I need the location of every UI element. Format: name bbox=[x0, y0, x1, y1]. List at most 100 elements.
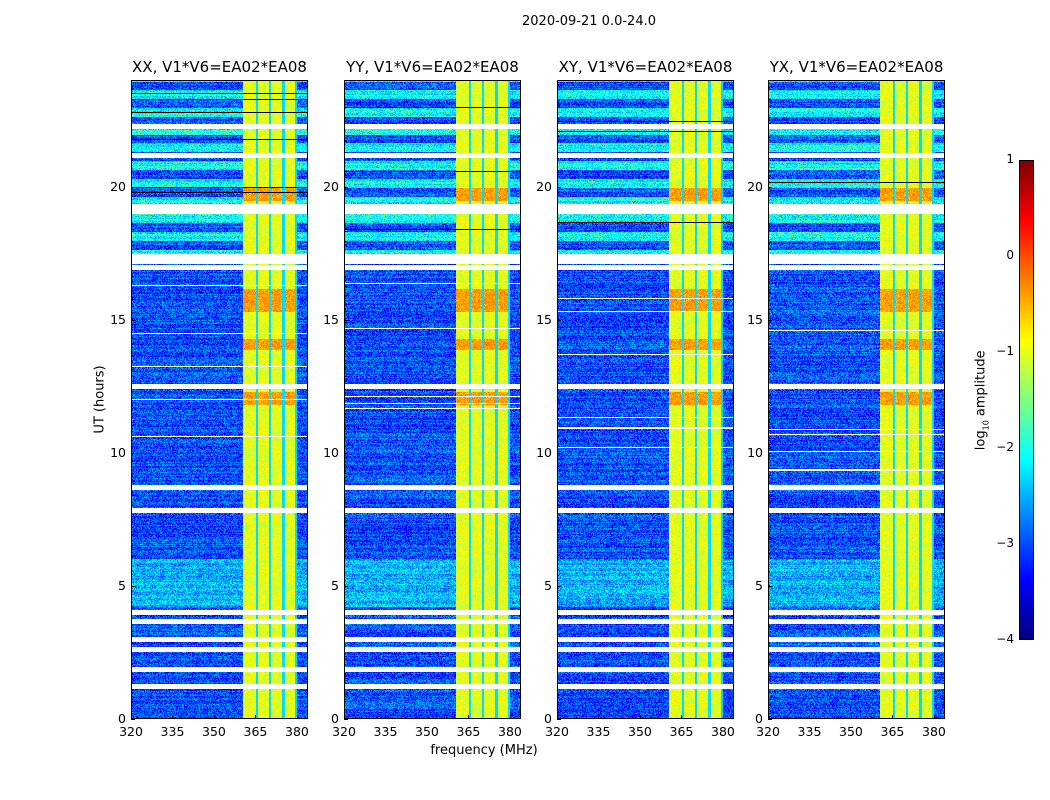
x-tick-label: 365 bbox=[243, 724, 268, 739]
y-tick-mark bbox=[344, 452, 348, 454]
colorbar-tick-label: −3 bbox=[996, 536, 1014, 550]
panel-title: XY, V1*V6=EA02*EA08 bbox=[558, 58, 733, 76]
colorbar-tick-label: 0 bbox=[1006, 248, 1014, 262]
y-tick-label: 15 bbox=[536, 311, 552, 327]
colorbar bbox=[1019, 160, 1034, 640]
x-tick-mark bbox=[385, 715, 387, 719]
panel-title: YY, V1*V6=EA02*EA08 bbox=[346, 58, 519, 76]
x-tick-label: 350 bbox=[202, 724, 226, 739]
x-tick-mark bbox=[509, 715, 511, 719]
y-tick-label: 15 bbox=[747, 311, 763, 327]
y-tick-mark bbox=[557, 452, 561, 454]
x-tick-mark bbox=[681, 715, 683, 719]
x-tick-label: 365 bbox=[669, 724, 694, 739]
x-tick-label: 335 bbox=[373, 724, 398, 739]
spectrogram-image bbox=[345, 81, 520, 718]
y-tick-mark bbox=[131, 452, 135, 454]
x-tick-label: 350 bbox=[415, 724, 439, 739]
x-tick-label: 380 bbox=[922, 724, 946, 739]
y-tick-label: 20 bbox=[323, 178, 339, 194]
y-tick-mark bbox=[557, 585, 561, 587]
x-tick-mark bbox=[344, 715, 345, 719]
y-tick-mark bbox=[768, 186, 772, 188]
y-tick-mark bbox=[557, 186, 561, 188]
x-tick-mark bbox=[722, 715, 724, 719]
x-tick-label: 335 bbox=[797, 724, 822, 739]
colorbar-tick-label: 1 bbox=[1006, 152, 1014, 166]
y-tick-mark bbox=[344, 186, 348, 188]
y-tick-mark bbox=[344, 319, 348, 321]
y-tick-label: 0 bbox=[118, 711, 126, 726]
y-axis-label: UT (hours) bbox=[92, 365, 108, 434]
y-tick-label: 10 bbox=[323, 444, 339, 460]
spectrogram-image bbox=[769, 81, 944, 718]
y-tick-label: 5 bbox=[118, 577, 126, 593]
y-tick-mark bbox=[131, 719, 135, 720]
x-tick-mark bbox=[172, 715, 174, 719]
y-tick-mark bbox=[131, 585, 135, 587]
x-tick-mark bbox=[468, 715, 470, 719]
y-tick-label: 20 bbox=[110, 178, 126, 194]
x-tick-mark bbox=[557, 715, 558, 719]
x-tick-label: 335 bbox=[160, 724, 185, 739]
panel-title: YX, V1*V6=EA02*EA08 bbox=[769, 58, 944, 76]
y-tick-label: 0 bbox=[544, 711, 552, 726]
y-tick-mark bbox=[344, 585, 348, 587]
panel-title: XX, V1*V6=EA02*EA08 bbox=[132, 58, 307, 76]
spectrogram-panel bbox=[768, 80, 945, 719]
x-tick-mark bbox=[933, 715, 935, 719]
y-tick-mark bbox=[344, 719, 348, 720]
y-tick-mark bbox=[131, 319, 135, 321]
x-tick-label: 320 bbox=[332, 724, 356, 739]
x-tick-mark bbox=[892, 715, 894, 719]
x-tick-label: 320 bbox=[756, 724, 780, 739]
y-tick-mark bbox=[557, 319, 561, 321]
figure-title: 2020-09-21 0.0-24.0 bbox=[522, 14, 656, 29]
y-tick-mark bbox=[768, 585, 772, 587]
spectrogram-panel bbox=[344, 80, 521, 719]
x-tick-mark bbox=[598, 715, 600, 719]
spectrogram-image bbox=[558, 81, 733, 718]
x-tick-mark bbox=[213, 715, 215, 719]
spectrogram-image bbox=[132, 81, 307, 718]
x-tick-label: 320 bbox=[545, 724, 569, 739]
x-tick-label: 380 bbox=[285, 724, 309, 739]
x-tick-mark bbox=[255, 715, 257, 719]
y-tick-label: 10 bbox=[110, 444, 126, 460]
y-tick-label: 5 bbox=[755, 577, 763, 593]
y-tick-label: 5 bbox=[544, 577, 552, 593]
x-tick-label: 350 bbox=[839, 724, 863, 739]
x-tick-mark bbox=[426, 715, 428, 719]
y-tick-label: 0 bbox=[755, 711, 763, 726]
y-tick-mark bbox=[768, 452, 772, 454]
x-tick-label: 320 bbox=[119, 724, 143, 739]
x-tick-label: 365 bbox=[456, 724, 481, 739]
x-tick-label: 350 bbox=[628, 724, 652, 739]
x-tick-mark bbox=[768, 715, 769, 719]
x-tick-label: 335 bbox=[586, 724, 611, 739]
x-tick-mark bbox=[850, 715, 852, 719]
x-tick-mark bbox=[809, 715, 811, 719]
y-tick-label: 20 bbox=[536, 178, 552, 194]
y-tick-label: 5 bbox=[331, 577, 339, 593]
y-tick-label: 20 bbox=[747, 178, 763, 194]
x-tick-mark bbox=[296, 715, 298, 719]
y-tick-label: 15 bbox=[323, 311, 339, 327]
x-tick-label: 365 bbox=[880, 724, 905, 739]
x-axis-label: frequency (MHz) bbox=[430, 743, 538, 758]
y-tick-mark bbox=[768, 319, 772, 321]
y-tick-label: 10 bbox=[747, 444, 763, 460]
y-tick-mark bbox=[768, 719, 772, 720]
y-tick-label: 10 bbox=[536, 444, 552, 460]
x-tick-label: 380 bbox=[498, 724, 522, 739]
colorbar-tick-label: −4 bbox=[996, 632, 1014, 646]
y-tick-label: 0 bbox=[331, 711, 339, 726]
y-tick-label: 15 bbox=[110, 311, 126, 327]
colorbar-tick-label: −2 bbox=[996, 440, 1014, 454]
colorbar-label: log10 amplitude bbox=[973, 350, 991, 451]
x-tick-mark bbox=[131, 715, 132, 719]
y-tick-mark bbox=[131, 186, 135, 188]
colorbar-tick-label: −1 bbox=[996, 344, 1014, 358]
x-tick-mark bbox=[639, 715, 641, 719]
